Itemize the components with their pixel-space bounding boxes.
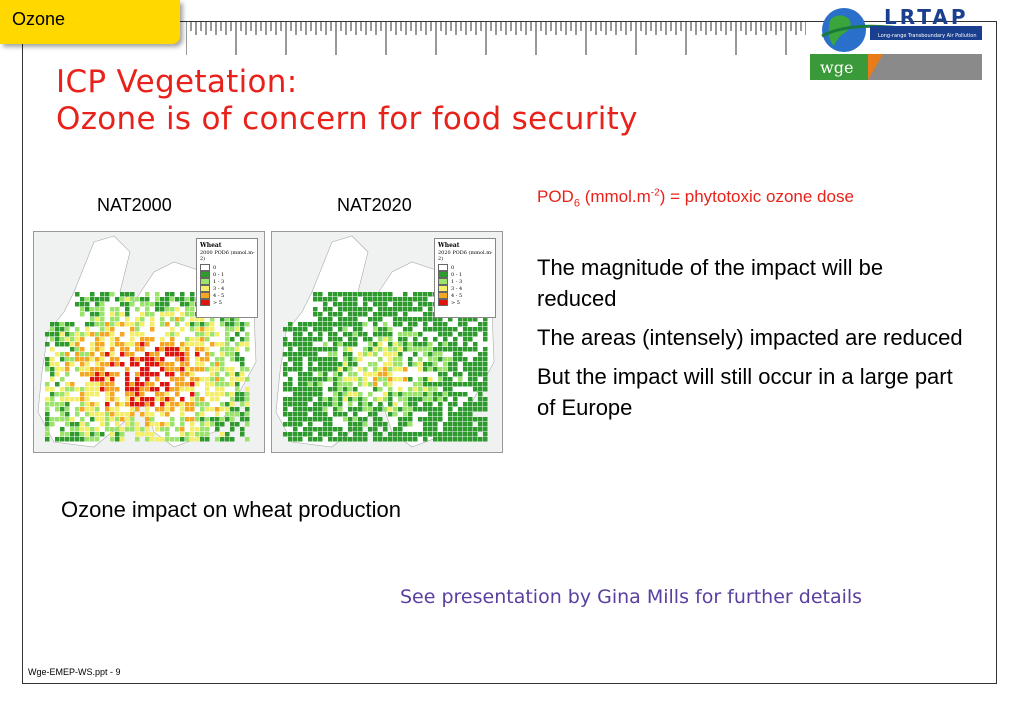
- logo-main-text: LRTAP: [884, 5, 968, 29]
- lrtap-logo: LRTAP Long-range Transboundary Air Pollu…: [810, 5, 982, 80]
- legend-swatch: [200, 278, 210, 285]
- legend-label: 4 - 5: [213, 292, 225, 299]
- section-tab-label: Ozone: [12, 9, 66, 29]
- bullet-item: The areas (intensely) impacted are reduc…: [537, 325, 963, 350]
- bullet-item: The magnitude of the impact will be redu…: [537, 255, 884, 311]
- legend-row: 0: [200, 264, 257, 271]
- legend-label: 4 - 5: [451, 292, 463, 299]
- pod-unit: (mmol.m: [579, 187, 651, 206]
- legend-swatch: [200, 292, 210, 299]
- title-line-1: ICP Vegetation:: [56, 64, 298, 100]
- map-label-nat2020: NAT2020: [337, 195, 412, 215]
- legend-label: 0: [451, 264, 455, 271]
- map-label-nat2000: NAT2000: [97, 195, 172, 215]
- legend-swatch: [200, 299, 210, 306]
- legend-swatch: [200, 285, 210, 292]
- pod-subscript: 6: [573, 197, 580, 210]
- ruler-decoration: [186, 21, 806, 55]
- legend-swatch: [438, 285, 448, 292]
- bullet-list: The magnitude of the impact will be redu…: [537, 252, 967, 431]
- logo-tagline-text: Long-range Transboundary Air Pollution: [878, 33, 977, 39]
- legend-label: 1 - 3: [451, 278, 463, 285]
- legend-row: 1 - 3: [200, 278, 257, 285]
- legend-label: > 5: [213, 299, 222, 306]
- logo-wge-text: wge: [820, 58, 853, 77]
- legend-row: 0 - 1: [438, 271, 495, 278]
- legend-row: > 5: [200, 299, 257, 306]
- legend-swatch: [438, 292, 448, 299]
- pod-prefix: POD: [537, 187, 574, 206]
- legend-swatch: [438, 271, 448, 278]
- pod-definition: POD6 (mmol.m-2) = phytotoxic ozone dose: [537, 187, 854, 209]
- see-presentation-note: See presentation by Gina Mills for furth…: [400, 586, 863, 608]
- legend-swatch: [438, 264, 448, 271]
- legend-swatch: [438, 299, 448, 306]
- legend-label: 1 - 3: [213, 278, 225, 285]
- legend-row: 1 - 3: [438, 278, 495, 285]
- bullet-item: But the impact will still occur in a lar…: [537, 364, 953, 420]
- legend-row: 3 - 4: [200, 285, 257, 292]
- section-tab: Ozone: [0, 0, 180, 44]
- legend-row: > 5: [438, 299, 495, 306]
- legend-swatch: [200, 271, 210, 278]
- legend-label: 0 - 1: [451, 271, 463, 278]
- legend-row: 3 - 4: [438, 285, 495, 292]
- legend-subtitle: 2020 POD6 (mmol.m-2): [438, 250, 493, 262]
- legend-label: 0 - 1: [213, 271, 225, 278]
- footer-slide-id: Wge-EMEP-WS.ppt - 9: [28, 667, 121, 677]
- legend-label: 0: [213, 264, 217, 271]
- legend-title: Wheat: [438, 242, 460, 249]
- map-caption: Ozone impact on wheat production: [61, 497, 401, 522]
- slide-title: ICP Vegetation: Ozone is of concern for …: [56, 64, 638, 138]
- legend-subtitle: 2000 POD6 (mmol.m-2): [200, 250, 255, 262]
- legend-row: 0 - 1: [200, 271, 257, 278]
- legend-row: 4 - 5: [200, 292, 257, 299]
- pod-superscript: -2: [650, 187, 660, 199]
- legend-label: 3 - 4: [451, 285, 463, 292]
- legend-label: > 5: [451, 299, 460, 306]
- legend-title: Wheat: [200, 242, 222, 249]
- legend-label: 3 - 4: [213, 285, 225, 292]
- legend-row: 4 - 5: [438, 292, 495, 299]
- legend-swatch: [438, 278, 448, 285]
- title-line-2: Ozone is of concern for food security: [56, 101, 638, 137]
- legend-row: 0: [438, 264, 495, 271]
- pod-suffix: ) = phytotoxic ozone dose: [659, 187, 854, 206]
- legend-swatch: [200, 264, 210, 271]
- map-nat2000-image: [34, 232, 264, 452]
